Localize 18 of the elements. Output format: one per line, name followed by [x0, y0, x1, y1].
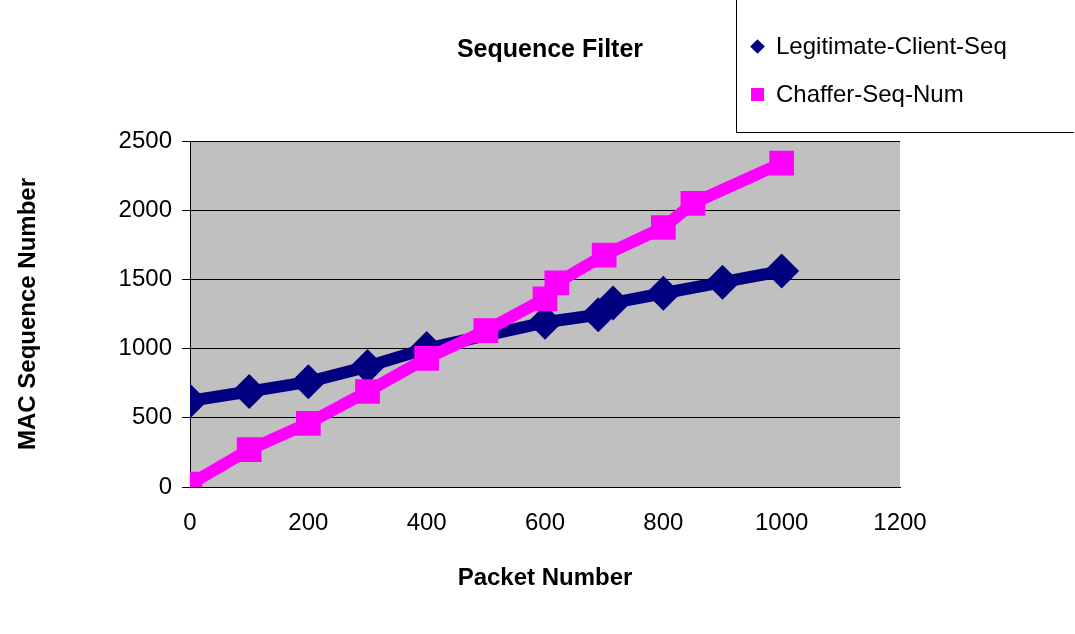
y-tick-label: 2500	[118, 125, 172, 153]
x-tick-label: 0	[183, 508, 197, 536]
legend-label: Legitimate-Client-Seq	[776, 32, 1007, 60]
x-tick-label: 400	[406, 508, 447, 536]
x-tick-label: 600	[524, 508, 566, 536]
x-tick-label: 1200	[873, 508, 927, 536]
x-tick-label: 1000	[754, 508, 809, 536]
y-tick-label: 500	[131, 402, 172, 430]
x-tick-label: 800	[643, 508, 684, 536]
y-tick-label: 1500	[118, 264, 172, 292]
y-tick-label: 0	[158, 471, 172, 499]
legend-label: Chaffer-Seq-Num	[776, 80, 964, 108]
x-tick-label: 200	[288, 508, 329, 536]
y-tick-label: 2000	[118, 194, 172, 222]
x-axis-title: Packet Number	[457, 563, 633, 591]
y-tick-label: 1000	[118, 333, 172, 361]
chart-title: Sequence Filter	[456, 34, 644, 62]
y-axis-title: MAC Sequence Number	[13, 177, 41, 451]
